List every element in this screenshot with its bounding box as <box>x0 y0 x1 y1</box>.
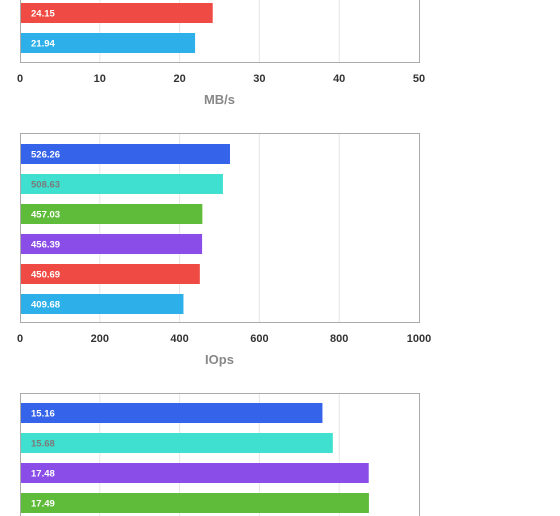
bar-value-label: 15.16 <box>31 409 55 420</box>
bar-purple <box>21 234 203 254</box>
bar-green <box>21 204 203 224</box>
bar-red <box>21 264 200 284</box>
x-tick-label: 0 <box>17 333 23 345</box>
bar-green <box>21 493 369 513</box>
x-tick-label: 800 <box>330 333 348 345</box>
plot-frame <box>20 0 420 63</box>
x-tick-label: 20 <box>173 73 185 85</box>
x-tick-label: 1000 <box>407 333 431 345</box>
bar-teal <box>21 174 223 194</box>
x-tick-label: 400 <box>170 333 188 345</box>
bar-value-label: 15.68 <box>31 439 55 450</box>
bar-lightblue <box>21 33 196 53</box>
plot-frame <box>20 133 420 323</box>
bar-value-label: 526.26 <box>31 150 60 161</box>
bar-lightblue <box>21 294 184 314</box>
bar-value-label: 17.48 <box>31 469 55 480</box>
bar-value-label: 17.49 <box>31 499 55 510</box>
bar-blue <box>21 144 230 164</box>
bar-red <box>21 3 213 23</box>
x-tick-label: 40 <box>333 73 345 85</box>
x-tick-label: 0 <box>17 73 23 85</box>
x-axis-title: MB/s <box>204 92 235 107</box>
x-tick-label: 50 <box>413 73 425 85</box>
x-tick-label: 10 <box>94 73 106 85</box>
bar-purple <box>21 463 369 483</box>
x-axis-title: IOps <box>205 352 234 367</box>
bar-value-label: 450.69 <box>31 270 60 281</box>
bar-value-label: 456.39 <box>31 240 60 251</box>
bar-value-label: 457.03 <box>31 210 60 221</box>
bar-value-label: 24.15 <box>31 9 55 20</box>
bar-value-label: 508.63 <box>31 180 60 191</box>
bar-blue <box>21 403 323 423</box>
bar-teal <box>21 433 333 453</box>
bar-value-label: 409.68 <box>31 300 60 311</box>
plot-frame <box>20 393 420 516</box>
x-tick-label: 600 <box>250 333 268 345</box>
x-tick-label: 200 <box>91 333 109 345</box>
x-tick-label: 30 <box>253 73 265 85</box>
bar-value-label: 21.94 <box>31 39 55 50</box>
